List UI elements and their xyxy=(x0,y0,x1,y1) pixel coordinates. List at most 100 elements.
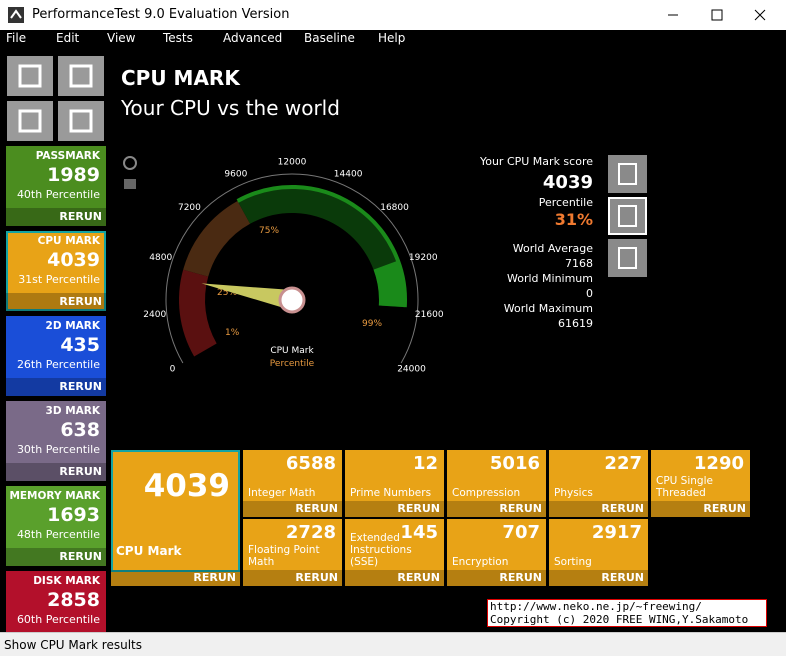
sidebar-card[interactable]: MEMORY MARK 1693 48th Percentile RERUN xyxy=(6,486,106,566)
card-score: 1693 xyxy=(47,504,100,526)
page-title: CPU MARK xyxy=(121,66,240,90)
menu-item[interactable]: Baseline xyxy=(304,31,355,45)
tile-score: 6588 xyxy=(285,453,336,474)
card-score: 638 xyxy=(60,419,100,441)
sidebar-card[interactable]: 2D MARK 435 26th Percentile RERUN xyxy=(6,316,106,396)
card-score: 2858 xyxy=(47,589,100,611)
tile-label: Floating Point Math xyxy=(248,544,320,568)
test-tile[interactable]: 707 Encryption RERUN xyxy=(447,519,546,586)
menu-item[interactable]: Edit xyxy=(56,31,80,45)
nav-icon[interactable] xyxy=(7,56,53,96)
test-tile[interactable]: 5016 Compression RERUN xyxy=(447,450,546,517)
tile-score: 707 xyxy=(502,522,540,543)
tile-score: 1290 xyxy=(693,453,744,474)
tile-score: 227 xyxy=(604,453,642,474)
stat-icon-button[interactable] xyxy=(608,239,647,277)
stat-icon-button[interactable] xyxy=(608,197,647,235)
percentile-band-label: 99% xyxy=(362,319,382,329)
window-title: PerformanceTest 9.0 Evaluation Version xyxy=(32,7,290,22)
gauge-tick-label: 14400 xyxy=(334,169,363,179)
sidebar-card[interactable]: 3D MARK 638 30th Percentile RERUN xyxy=(6,401,106,481)
rerun-button[interactable]: RERUN xyxy=(447,570,546,586)
sidebar-card[interactable]: DISK MARK 2858 60th Percentile xyxy=(6,571,106,632)
rerun-button[interactable]: RERUN xyxy=(111,570,240,586)
rerun-button[interactable]: RERUN xyxy=(243,570,342,586)
gauge-tick-label: 7200 xyxy=(178,203,201,213)
page-subtitle: Your CPU vs the world xyxy=(121,96,340,120)
rerun-button[interactable]: RERUN xyxy=(447,501,546,517)
gauge-band xyxy=(183,200,251,278)
test-tile[interactable]: 6588 Integer Math RERUN xyxy=(243,450,342,517)
gauge-tick-label: 24000 xyxy=(397,365,426,375)
tile-label: Integer Math xyxy=(248,487,316,499)
sidebar-card[interactable]: PASSMARK 1989 40th Percentile RERUN xyxy=(6,146,106,226)
test-tile[interactable]: 1290 CPU Single Threaded RERUN xyxy=(651,450,750,517)
rerun-button[interactable]: RERUN xyxy=(345,501,444,517)
title-bar: PerformanceTest 9.0 Evaluation Version xyxy=(0,0,786,30)
main-tile[interactable]: 4039 CPU Mark RERUN xyxy=(111,450,240,586)
menu-item[interactable]: Advanced xyxy=(223,31,283,45)
sidebar-card[interactable]: CPU MARK 4039 31st Percentile RERUN xyxy=(6,231,106,311)
tile-score: 145 xyxy=(400,522,438,543)
gauge-scale xyxy=(165,173,419,364)
gauge-icon[interactable] xyxy=(123,156,137,170)
window-controls[interactable] xyxy=(650,0,786,30)
gauge-band xyxy=(373,260,405,308)
card-percentile: 31st Percentile xyxy=(18,273,100,286)
nav-icon[interactable] xyxy=(58,101,104,141)
rerun-button[interactable]: RERUN xyxy=(6,293,106,311)
card-label: DISK MARK xyxy=(33,575,100,587)
card-score: 1989 xyxy=(47,164,100,186)
tile-score: 2917 xyxy=(591,522,642,543)
stat-max-label: World Maximum xyxy=(503,302,593,315)
gauge-tick-label: 21600 xyxy=(415,310,444,320)
card-label: 2D MARK xyxy=(45,320,100,332)
percentile-band-label: 25% xyxy=(217,288,237,298)
rerun-button[interactable]: RERUN xyxy=(6,463,106,481)
menu-item[interactable]: Help xyxy=(378,31,406,45)
main-tile-label: CPU Mark xyxy=(116,544,182,558)
status-text: Show CPU Mark results xyxy=(4,638,143,652)
gauge-tick-label: 19200 xyxy=(409,253,438,263)
test-tile[interactable]: 227 Physics RERUN xyxy=(549,450,648,517)
gauge-tick-label: 4800 xyxy=(149,253,172,263)
menu-item[interactable]: File xyxy=(6,31,27,45)
gauge-tick-label: 2400 xyxy=(143,310,166,320)
tile-label: Encryption xyxy=(452,556,509,568)
rerun-button[interactable]: RERUN xyxy=(6,208,106,226)
rerun-button[interactable]: RERUN xyxy=(6,378,106,396)
card-score: 4039 xyxy=(47,249,100,271)
rerun-button[interactable]: RERUN xyxy=(651,501,750,517)
test-tile[interactable]: 2917 Sorting RERUN xyxy=(549,519,648,586)
main-tile-score: 4039 xyxy=(143,468,230,504)
menu-item[interactable]: View xyxy=(107,31,136,45)
card-percentile: 26th Percentile xyxy=(16,358,100,371)
card-percentile: 60th Percentile xyxy=(16,613,100,626)
stat-score-label: Your CPU Mark score xyxy=(479,155,593,168)
percentile-band-label: 1% xyxy=(225,328,240,338)
main-tile-frame xyxy=(111,450,240,572)
test-tile[interactable]: 2728 Floating Point Math RERUN xyxy=(243,519,342,586)
credit-copyright: Copyright (c) 2020 FREE WING,Y.Sakamoto xyxy=(490,613,749,626)
rerun-button[interactable]: RERUN xyxy=(549,570,648,586)
stat-percentile-label: Percentile xyxy=(538,196,593,209)
tile-label: Sorting xyxy=(554,556,592,568)
stat-percentile: 31% xyxy=(554,210,593,229)
rerun-button[interactable]: RERUN xyxy=(549,501,648,517)
card-label: MEMORY MARK xyxy=(9,490,100,502)
menu-item[interactable]: Tests xyxy=(163,31,193,45)
status-bar: Show CPU Mark results xyxy=(0,632,786,656)
rerun-button[interactable]: RERUN xyxy=(243,501,342,517)
test-tile[interactable]: 145 Extended Instructions (SSE) RERUN xyxy=(345,519,444,586)
chart-icon[interactable] xyxy=(124,179,136,189)
nav-icon[interactable] xyxy=(7,101,53,141)
rerun-button[interactable]: RERUN xyxy=(6,548,106,566)
test-tile[interactable]: 12 Prime Numbers RERUN xyxy=(345,450,444,517)
gauge-tick-label: 9600 xyxy=(224,169,247,179)
gauge-tick-label: 0 xyxy=(170,365,176,375)
gauge-hub xyxy=(278,286,306,314)
nav-icon[interactable] xyxy=(58,56,104,96)
stat-icon-button[interactable] xyxy=(608,155,647,193)
card-label: CPU MARK xyxy=(37,235,100,247)
rerun-button[interactable]: RERUN xyxy=(345,570,444,586)
